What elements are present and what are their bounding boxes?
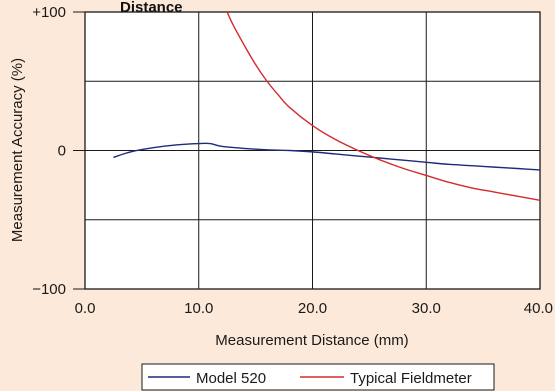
y-axis-ticks: +100 0 −100 <box>32 4 85 298</box>
x-tick-label: 40.0 <box>524 300 553 317</box>
series-layer <box>113 12 540 202</box>
y-tick-label: 0 <box>58 143 66 160</box>
x-tick-label: 0.0 <box>75 300 96 317</box>
series-line-0 <box>113 142 540 171</box>
x-tick-label: 20.0 <box>298 300 327 317</box>
plot-area <box>84 11 541 290</box>
y-axis-label: Measurement Accuracy (%) <box>9 58 26 242</box>
x-axis-label: Measurement Distance (mm) <box>215 332 408 349</box>
y-tick-label: +100 <box>32 4 66 21</box>
series-line-1 <box>226 12 540 202</box>
legend-label-0: Model 520 <box>196 370 266 387</box>
y-tick-label: −100 <box>32 281 66 298</box>
legend: Model 520 Typical Fieldmeter <box>141 363 495 391</box>
x-tick-label: 10.0 <box>184 300 213 317</box>
legend-label-1: Typical Fieldmeter <box>350 370 472 387</box>
x-tick-label: 30.0 <box>412 300 441 317</box>
x-axis-ticks: 0.0 10.0 20.0 30.0 40.0 <box>75 300 553 317</box>
